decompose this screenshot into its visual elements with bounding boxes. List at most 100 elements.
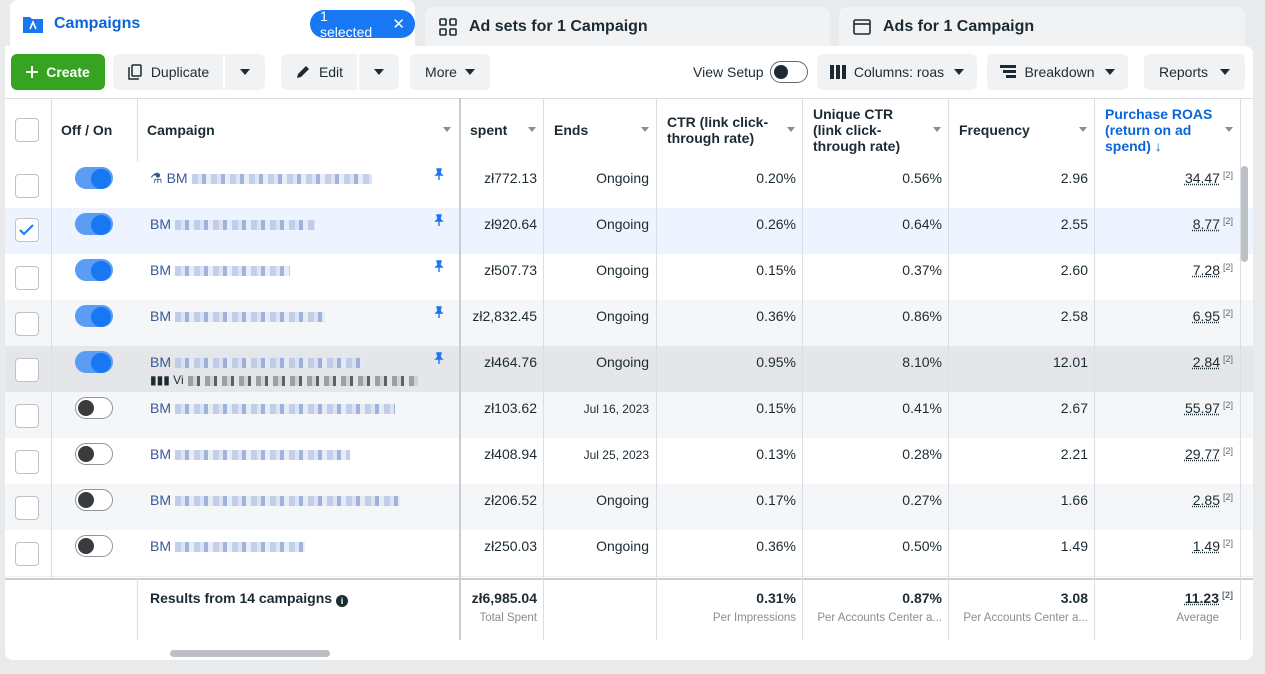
pin-icon[interactable] — [433, 214, 445, 226]
roas-value: 29.77 — [1184, 446, 1220, 462]
roas-cell[interactable]: 1.49 [2] — [1193, 538, 1233, 554]
table-row[interactable]: BM zł408.94 Jul 25, 2023 0.13% 0.28% 2.21 29.7… — [5, 438, 1253, 484]
chevron-down-icon — [1220, 69, 1231, 75]
roas-cell[interactable]: 8.77 [2] — [1193, 216, 1233, 232]
column-header-offon[interactable]: Off / On — [51, 98, 137, 162]
roas-cell[interactable]: 34.47 [2] — [1185, 170, 1233, 186]
campaign-status-toggle[interactable] — [75, 167, 113, 189]
select-all-checkbox[interactable] — [15, 118, 39, 142]
campaign-name-link[interactable]: BM — [150, 538, 305, 554]
roas-cell[interactable]: 6.95 [2] — [1193, 308, 1233, 324]
breakdown-icon — [1000, 65, 1017, 79]
tab-adsets[interactable]: Ad sets for 1 Campaign — [425, 7, 830, 47]
row-checkbox[interactable] — [15, 358, 39, 382]
ends-cell: Ongoing — [596, 538, 649, 554]
table-row[interactable]: BM zł206.52 Ongoing 0.17% 0.27% 1.66 2.85 [2] — [5, 484, 1253, 530]
clear-selection-icon[interactable]: ✕ — [392, 16, 405, 33]
table-row[interactable]: BM zł507.73 Ongoing 0.15% 0.37% 2.60 7.28 [2] — [5, 254, 1253, 300]
info-icon[interactable]: i — [336, 595, 349, 607]
row-checkbox[interactable] — [15, 174, 39, 198]
campaign-name-link[interactable]: BM — [150, 262, 290, 278]
column-header-campaign[interactable]: Campaign — [137, 98, 459, 162]
ctr-cell: 0.13% — [756, 446, 796, 462]
roas-cell[interactable]: 7.28 [2] — [1193, 262, 1233, 278]
roas-footnote: [2] — [1222, 216, 1233, 226]
campaign-name-link[interactable]: BM — [150, 446, 350, 462]
table-row[interactable]: ⚗ BM zł772.13 Ongoing 0.20% 0.56% 2.96 34.47 [2] — [5, 162, 1253, 208]
campaign-name: BM — [150, 308, 171, 324]
toggle-knob — [91, 307, 111, 327]
column-header-ends[interactable]: Ends — [544, 98, 657, 162]
pin-icon[interactable] — [433, 260, 445, 272]
roas-cell[interactable]: 2.85 [2] — [1193, 492, 1233, 508]
row-checkbox[interactable] — [15, 404, 39, 428]
campaign-status-toggle[interactable] — [75, 397, 113, 419]
redacted-name-blur — [175, 220, 315, 231]
vertical-scrollbar[interactable] — [1241, 166, 1248, 262]
table-row[interactable]: BM zł920.64 Ongoing 0.26% 0.64% 2.55 8.77 [2] — [5, 208, 1253, 254]
row-checkbox[interactable] — [15, 450, 39, 474]
create-button[interactable]: Create — [11, 54, 105, 90]
campaign-status-toggle[interactable] — [75, 351, 113, 373]
campaign-status-toggle[interactable] — [75, 443, 113, 465]
campaign-status-toggle[interactable] — [75, 305, 113, 327]
amount-spent-cell: zł206.52 — [484, 492, 537, 508]
total-roas-number: 11.23 — [1184, 590, 1219, 606]
pin-icon[interactable] — [433, 168, 445, 180]
table-row[interactable]: BM ▮▮▮ Vi zł464.76 Ongoing 0.95% 8.10% 12.01 2.… — [5, 346, 1253, 392]
campaign-name-link[interactable]: BM — [150, 216, 315, 232]
edit-label: Edit — [318, 64, 344, 80]
horizontal-scrollbar[interactable] — [170, 650, 330, 657]
column-header-ctr[interactable]: CTR (link click-through rate) — [657, 98, 803, 162]
roas-cell[interactable]: 2.84 [2] — [1193, 354, 1233, 370]
frequency-cell: 2.55 — [1060, 216, 1088, 232]
pin-icon[interactable] — [433, 306, 445, 318]
column-header-frequency[interactable]: Frequency — [949, 98, 1095, 162]
row-checkbox[interactable] — [15, 496, 39, 520]
pin-icon[interactable] — [433, 352, 445, 364]
more-button[interactable]: More — [410, 54, 490, 90]
campaign-status-toggle[interactable] — [75, 213, 113, 235]
roas-cell[interactable]: 29.77 [2] — [1185, 446, 1233, 462]
campaign-status-toggle[interactable] — [75, 259, 113, 281]
edit-button[interactable]: Edit — [281, 54, 357, 90]
campaign-name-link[interactable]: BM — [150, 400, 395, 416]
roas-cell[interactable]: 55.97 [2] — [1185, 400, 1233, 416]
row-checkbox[interactable] — [15, 218, 39, 242]
reports-button[interactable]: Reports — [1144, 54, 1245, 90]
row-checkbox[interactable] — [15, 542, 39, 566]
tab-ads[interactable]: Ads for 1 Campaign — [839, 7, 1245, 47]
campaign-name-link[interactable]: BM — [150, 308, 325, 324]
campaign-status-toggle[interactable] — [75, 535, 113, 557]
breakdown-button[interactable]: Breakdown — [987, 54, 1128, 90]
create-label: Create — [46, 64, 90, 80]
campaign-name-link[interactable]: BM — [150, 354, 365, 370]
selected-count-pill[interactable]: 1 selected ✕ — [310, 8, 415, 40]
ends-cell: Ongoing — [596, 308, 649, 324]
amount-spent-cell: zł103.62 — [484, 400, 537, 416]
duplicate-dropdown-button[interactable] — [225, 54, 265, 90]
campaign-name-link[interactable]: BM — [150, 492, 400, 508]
breakdown-label: Breakdown — [1024, 64, 1095, 80]
row-checkbox[interactable] — [15, 266, 39, 290]
table-row[interactable]: BM zł103.62 Jul 16, 2023 0.15% 0.41% 2.67 55.9… — [5, 392, 1253, 438]
table-row[interactable]: BM zł2,832.45 Ongoing 0.36% 0.86% 2.58 6.95 [2] — [5, 300, 1253, 346]
roas-footnote: [2] — [1222, 262, 1233, 272]
view-setup-toggle[interactable] — [770, 61, 808, 83]
column-header-unique-ctr[interactable]: Unique CTR (link click-through rate) — [803, 98, 949, 162]
campaign-status-toggle[interactable] — [75, 489, 113, 511]
tab-campaigns[interactable]: Campaigns 1 selected ✕ — [10, 0, 415, 48]
row-checkbox[interactable] — [15, 312, 39, 336]
column-header-roas[interactable]: Purchase ROAS (return on ad spend) ↓ — [1095, 98, 1241, 162]
ads-window-icon — [851, 16, 873, 38]
edit-dropdown-button[interactable] — [359, 54, 399, 90]
redacted-name-blur — [175, 542, 305, 553]
total-roas-value: 11.23 [2] — [1185, 590, 1233, 606]
redacted-name-blur — [175, 266, 290, 277]
table-row[interactable]: BM zł250.03 Ongoing 0.36% 0.50% 1.49 1.49 [2] — [5, 530, 1253, 576]
select-all-header — [5, 98, 51, 162]
duplicate-button[interactable]: Duplicate — [113, 54, 223, 90]
column-header-spent[interactable]: spent — [460, 98, 544, 162]
campaign-name-link[interactable]: ⚗ BM — [150, 170, 372, 187]
columns-button[interactable]: Columns: roas — [817, 54, 977, 90]
